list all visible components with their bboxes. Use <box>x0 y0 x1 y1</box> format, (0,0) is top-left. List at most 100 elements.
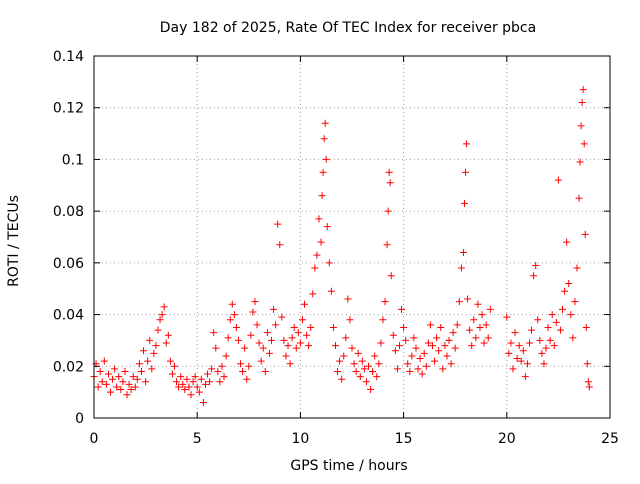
data-point <box>212 344 220 352</box>
data-point <box>470 316 478 324</box>
data-point <box>480 339 488 347</box>
data-point <box>534 316 542 324</box>
data-point <box>517 357 525 365</box>
data-point <box>282 352 290 360</box>
data-point <box>315 215 323 223</box>
data-point <box>585 383 593 391</box>
data-point <box>540 360 548 368</box>
data-point <box>484 334 492 342</box>
data-point <box>575 194 583 202</box>
data-point <box>131 383 139 391</box>
data-point <box>503 313 511 321</box>
data-point <box>414 365 422 373</box>
data-point <box>472 334 480 342</box>
data-point <box>181 386 189 394</box>
data-point <box>352 367 360 375</box>
data-point <box>170 362 178 370</box>
data-point <box>334 367 342 375</box>
data-point <box>263 329 271 337</box>
data-point <box>451 344 459 352</box>
data-point <box>354 349 362 357</box>
data-point <box>358 357 366 365</box>
data-point <box>365 362 373 370</box>
data-point <box>387 272 395 280</box>
data-point <box>546 336 554 344</box>
data-point <box>214 367 222 375</box>
data-point <box>265 349 273 357</box>
data-point <box>179 380 187 388</box>
data-point <box>261 367 269 375</box>
data-point <box>526 339 534 347</box>
data-point <box>402 336 410 344</box>
data-point <box>152 342 160 350</box>
data-point <box>383 241 391 249</box>
data-point <box>463 140 471 148</box>
data-point <box>129 373 137 381</box>
data-point <box>400 324 408 331</box>
y-tick-label: 0.14 <box>53 49 84 65</box>
data-point <box>336 357 344 365</box>
data-point <box>569 334 577 342</box>
data-point <box>360 365 368 373</box>
data-point <box>375 360 383 368</box>
data-point <box>249 308 257 316</box>
data-point <box>556 326 564 334</box>
data-point <box>125 380 133 388</box>
data-point <box>305 342 313 350</box>
data-point <box>344 295 352 303</box>
data-point <box>175 383 183 391</box>
plot-frame <box>93 55 611 419</box>
data-point <box>127 386 135 394</box>
data-point <box>416 355 424 363</box>
data-point <box>121 367 129 375</box>
data-point <box>197 375 205 383</box>
data-point <box>146 336 154 344</box>
data-point <box>94 383 102 391</box>
data-point <box>437 324 445 331</box>
data-point <box>288 334 296 342</box>
y-tick-label: 0 <box>75 411 84 427</box>
data-point <box>583 360 591 368</box>
data-point <box>519 347 527 355</box>
data-point <box>459 249 467 257</box>
data-point <box>509 365 517 373</box>
data-point <box>552 318 560 326</box>
data-point <box>226 316 234 324</box>
data-point <box>577 122 585 130</box>
data-point <box>580 140 588 148</box>
data-point <box>523 360 531 368</box>
x-tick-label: 15 <box>395 431 413 447</box>
data-point <box>191 373 199 381</box>
data-point <box>521 373 529 381</box>
data-point <box>294 329 302 337</box>
data-point <box>457 264 465 272</box>
data-point <box>247 331 255 339</box>
data-point <box>177 373 185 381</box>
data-point <box>173 378 181 386</box>
data-point <box>384 207 392 215</box>
data-point <box>486 305 494 313</box>
data-point <box>559 305 567 313</box>
data-point <box>257 357 265 365</box>
data-point <box>513 355 521 363</box>
data-point <box>511 329 519 337</box>
data-point <box>478 311 486 319</box>
data-point <box>220 373 228 381</box>
data-point <box>142 378 150 386</box>
data-point <box>137 367 145 375</box>
data-point <box>292 344 300 352</box>
data-point <box>117 386 125 394</box>
data-point <box>301 300 309 308</box>
data-point <box>111 365 119 373</box>
data-point <box>528 326 536 334</box>
data-point <box>362 378 370 386</box>
data-point <box>373 373 381 381</box>
chart-title: Day 182 of 2025, Rate Of TEC Index for r… <box>160 20 536 36</box>
data-point <box>371 352 379 360</box>
data-point <box>168 370 176 378</box>
data-point <box>280 336 288 344</box>
data-point <box>189 378 197 386</box>
data-point <box>216 378 224 386</box>
data-point <box>195 388 203 396</box>
